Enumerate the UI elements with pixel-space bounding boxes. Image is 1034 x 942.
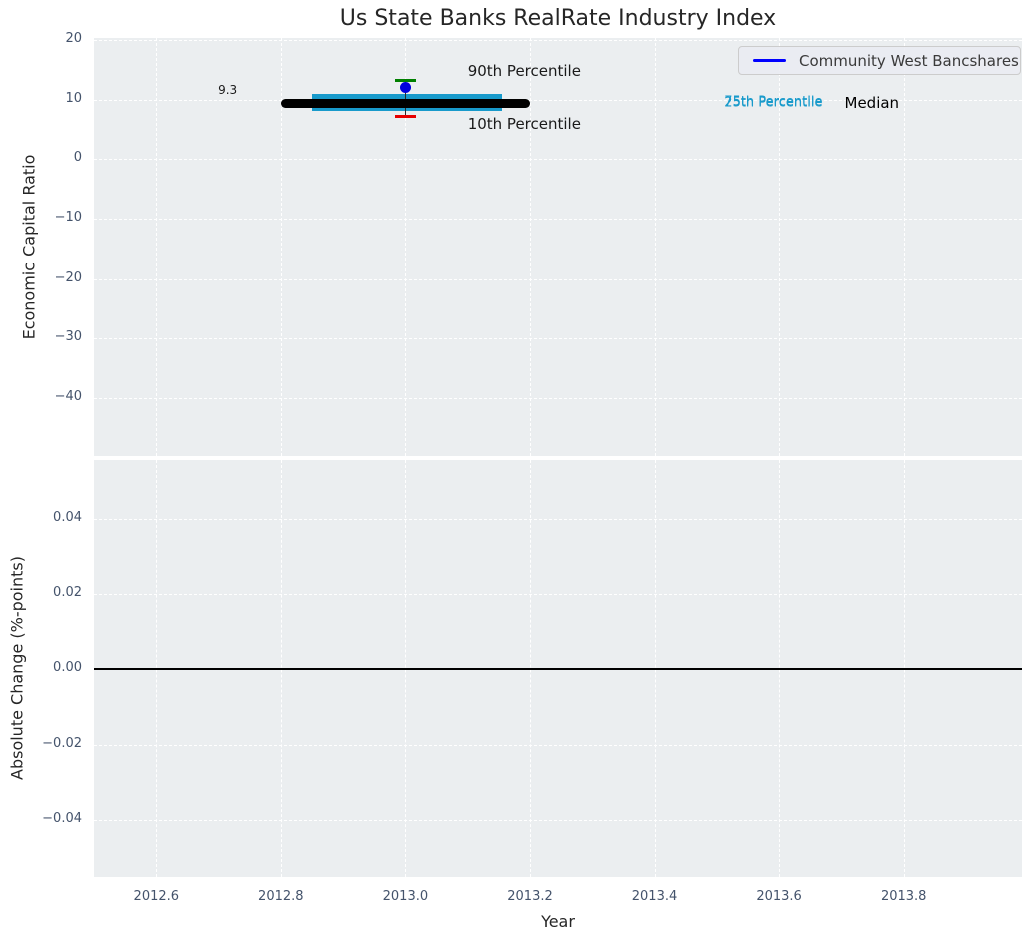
annotation-9-3: 9.3 bbox=[218, 83, 238, 97]
median-line bbox=[280, 99, 530, 109]
chart-title: Us State Banks RealRate Industry Index bbox=[339, 6, 777, 31]
y-axis-label-top: Economic Capital Ratio bbox=[19, 154, 39, 340]
y-tick-label: −20 bbox=[54, 269, 82, 285]
y-tick-label: 0.04 bbox=[53, 509, 82, 525]
y-tick-label: −0.02 bbox=[42, 735, 82, 751]
x-tick-label: 2013.6 bbox=[756, 889, 802, 904]
y-tick-label: 10 bbox=[65, 90, 82, 106]
p90-tick bbox=[394, 78, 416, 82]
gridline-vertical bbox=[654, 38, 656, 456]
annotation-25th-percentile: 25th Percentile bbox=[724, 95, 823, 111]
gridline-vertical bbox=[779, 38, 781, 456]
x-tick-label: 2013.0 bbox=[382, 889, 429, 904]
y-tick-label: 0 bbox=[73, 150, 82, 166]
x-axis-label: Year bbox=[541, 912, 575, 931]
gridline-horizontal bbox=[94, 744, 1022, 746]
y-tick-label: 20 bbox=[65, 30, 82, 46]
y-tick-label: 0.02 bbox=[53, 585, 82, 600]
annotation-75th-percentile: 75th Percentile bbox=[724, 94, 823, 110]
gridline-horizontal bbox=[94, 39, 1022, 41]
p10-tick bbox=[394, 114, 416, 118]
annotation-90th-percentile: 90th Percentile bbox=[467, 61, 581, 80]
gridline-vertical bbox=[280, 38, 282, 456]
gridline-horizontal bbox=[94, 398, 1022, 400]
x-tick-label: 2013.2 bbox=[507, 889, 553, 904]
gridline-horizontal bbox=[94, 99, 1022, 101]
gridline-vertical bbox=[156, 38, 158, 456]
gridline-horizontal bbox=[94, 594, 1022, 595]
annotation-median: Median bbox=[844, 94, 900, 113]
top-plot-area: 9.3 90th Percentile 10th Percentile 75th Pe… bbox=[94, 38, 1022, 456]
annotation-10th-percentile: 10th Percentile bbox=[467, 115, 581, 133]
gridline-horizontal bbox=[94, 518, 1022, 520]
gridline-horizontal bbox=[94, 338, 1022, 340]
company-data-point bbox=[399, 81, 411, 93]
gridline-horizontal bbox=[94, 218, 1022, 220]
gridline-horizontal bbox=[94, 159, 1022, 161]
legend-line-sample bbox=[753, 59, 786, 62]
gridline-vertical bbox=[530, 38, 531, 456]
gridline-horizontal bbox=[94, 278, 1022, 280]
y-tick-label: −0.04 bbox=[42, 811, 82, 827]
whisker-line bbox=[404, 80, 406, 117]
x-tick-label: 2012.6 bbox=[133, 889, 180, 904]
gridline-horizontal bbox=[94, 820, 1022, 822]
y-tick-label: −30 bbox=[54, 329, 82, 345]
gridline-vertical bbox=[903, 38, 905, 456]
zero-line bbox=[94, 668, 1022, 671]
legend: Community West Bancshares bbox=[738, 46, 1021, 75]
x-tick-label: 2013.4 bbox=[631, 889, 678, 904]
gridline-vertical bbox=[405, 38, 407, 456]
x-tick-label: 2012.8 bbox=[258, 889, 304, 904]
y-tick-label: 0.00 bbox=[53, 660, 82, 676]
y-tick-label: −10 bbox=[54, 209, 82, 225]
bottom-plot-area bbox=[94, 460, 1022, 877]
legend-label: Community West Bancshares bbox=[799, 51, 1019, 70]
x-tick-label: 2013.8 bbox=[880, 889, 927, 904]
y-tick-label: −40 bbox=[54, 389, 82, 405]
